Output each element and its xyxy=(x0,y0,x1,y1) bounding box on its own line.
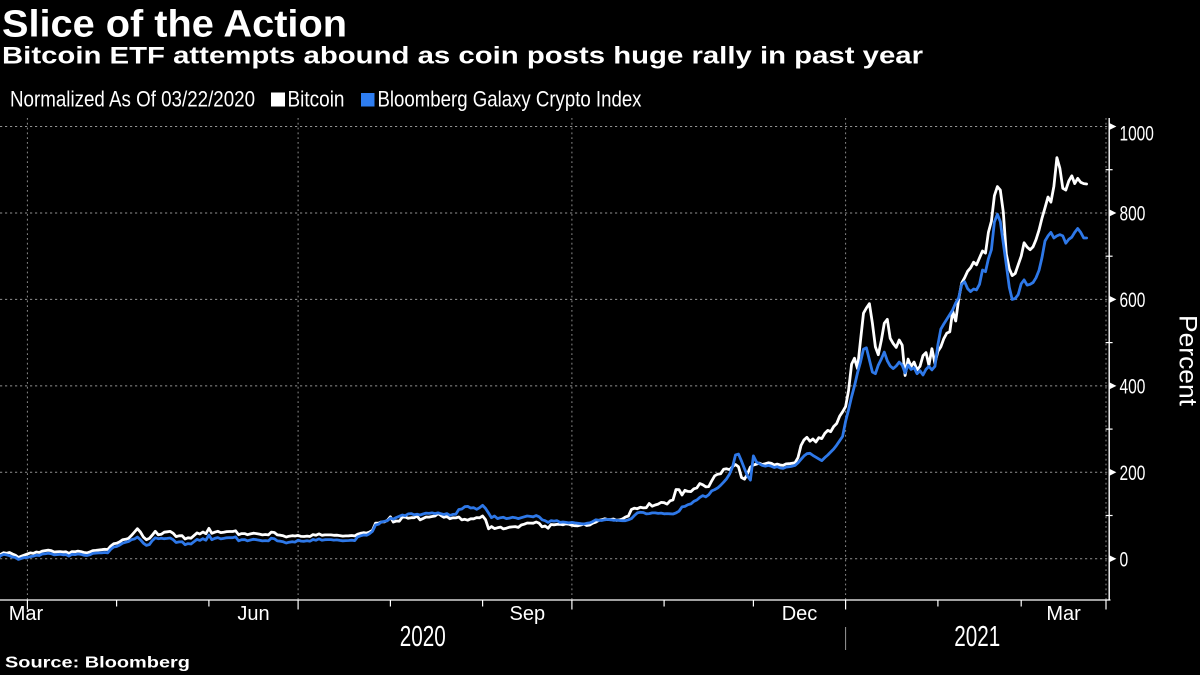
svg-text:0: 0 xyxy=(1120,548,1129,571)
svg-text:1000: 1000 xyxy=(1120,122,1154,145)
svg-text:Mar: Mar xyxy=(1046,603,1081,625)
svg-text:2020: 2020 xyxy=(400,621,446,653)
svg-text:Bitcoin ETF attempts abound as: Bitcoin ETF attempts abound as coin post… xyxy=(2,42,923,69)
svg-text:Slice of the Action: Slice of the Action xyxy=(2,4,347,46)
svg-text:Source: Bloomberg: Source: Bloomberg xyxy=(5,655,190,672)
svg-text:Bitcoin: Bitcoin xyxy=(288,86,345,111)
svg-text:Bloomberg Galaxy Crypto Index: Bloomberg Galaxy Crypto Index xyxy=(378,86,642,111)
svg-text:Sep: Sep xyxy=(510,603,546,625)
svg-text:600: 600 xyxy=(1120,289,1146,312)
svg-text:Dec: Dec xyxy=(782,603,818,625)
svg-text:Jun: Jun xyxy=(237,603,269,625)
svg-text:Percent: Percent xyxy=(1174,315,1200,406)
svg-text:Normalized As Of 03/22/2020: Normalized As Of 03/22/2020 xyxy=(10,86,255,111)
svg-text:Mar: Mar xyxy=(9,603,44,625)
svg-text:200: 200 xyxy=(1120,462,1146,485)
svg-text:2021: 2021 xyxy=(954,621,1000,653)
svg-text:400: 400 xyxy=(1120,376,1146,399)
svg-text:800: 800 xyxy=(1120,203,1146,226)
